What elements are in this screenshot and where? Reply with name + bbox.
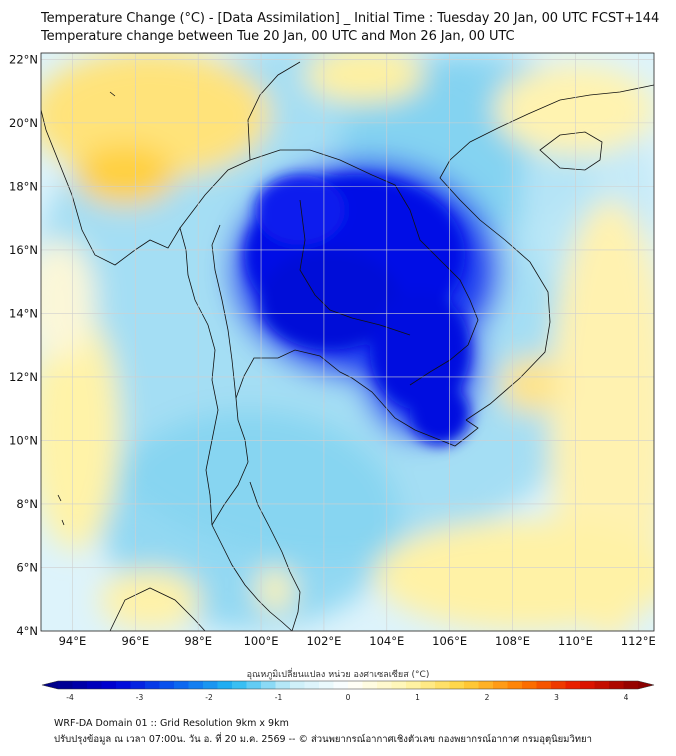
colorbar-segment <box>435 681 450 689</box>
colorbar-segment <box>232 681 247 689</box>
lon-label: 100°E <box>244 634 279 648</box>
inland-border-2 <box>211 224 237 399</box>
colorbar-segment <box>261 681 276 689</box>
footer-line1: WRF-DA Domain 01 :: Grid Resolution 9km … <box>54 718 289 729</box>
lat-label: 18°N <box>9 179 38 193</box>
lon-label: 104°E <box>369 634 404 648</box>
colorbar-segment <box>623 681 639 689</box>
colorbar-segment <box>464 681 479 689</box>
colorbar-segment <box>246 681 262 689</box>
lat-label: 14°N <box>9 306 38 320</box>
colorbar-segment <box>290 681 305 689</box>
lon-label: 112°E <box>621 634 656 648</box>
malay-east-coast <box>249 481 301 631</box>
temperature-field <box>41 53 654 631</box>
coastlines <box>41 61 654 631</box>
colorbar-segment <box>304 681 320 689</box>
colorbar-tick-label: 3 <box>554 693 559 702</box>
colorbar-segment <box>188 681 204 689</box>
colorbar-segment <box>406 681 421 689</box>
colorbar-tick-label: 1 <box>415 693 420 702</box>
colorbar-tick-label: -3 <box>136 693 144 702</box>
colorbar-segment <box>275 681 291 689</box>
inland-border-3 <box>299 199 411 336</box>
lat-label: 20°N <box>9 116 38 130</box>
colorbar-segment <box>478 681 494 689</box>
hainan-island <box>539 131 603 171</box>
colorbar-tick-label: 2 <box>485 693 490 702</box>
thailand-gulf <box>211 349 479 526</box>
colorbar-segment <box>493 681 508 689</box>
colorbar-tick-label: 0 <box>346 693 351 702</box>
colorbar-segment <box>536 681 552 689</box>
colorbar-tick-label: -4 <box>66 693 74 702</box>
lon-label: 108°E <box>495 634 530 648</box>
colorbar-segment <box>333 681 349 689</box>
colorbar-segment <box>203 681 218 689</box>
colorbar-outline <box>41 680 655 690</box>
borneo-coast <box>109 587 206 631</box>
colorbar-segment <box>116 681 131 689</box>
lon-label: 102°E <box>306 634 341 648</box>
colorbar-segment <box>159 681 175 689</box>
colorbar-segment <box>449 681 465 689</box>
inland-border-4 <box>247 61 301 161</box>
colorbar-min-arrow <box>42 681 58 689</box>
colorbar-segment <box>72 681 88 689</box>
malay-peninsula <box>211 524 293 631</box>
vietnam-coast <box>439 84 654 421</box>
lat-label: 12°N <box>9 370 38 384</box>
lon-label: 96°E <box>121 634 149 648</box>
latitude-labels: 22°N 20°N 18°N 16°N 14°N 12°N 10°N 8°N 6°N 4°N <box>9 52 38 638</box>
colorbar-segment <box>507 681 523 689</box>
colorbar-segment <box>609 681 624 689</box>
colorbar-segment <box>551 681 566 689</box>
chart-title-line2: Temperature change between Tue 20 Jan, 0… <box>41 29 515 44</box>
colorbar-segment <box>130 681 146 689</box>
lat-label: 8°N <box>16 497 38 511</box>
colorbar-segment <box>565 681 581 689</box>
colorbar-segment <box>145 681 160 689</box>
colorbar-segment <box>594 681 610 689</box>
myanmar-coast <box>41 109 219 526</box>
colorbar-segment <box>319 681 334 689</box>
lat-label: 10°N <box>9 433 38 447</box>
colorbar-segment <box>348 681 363 689</box>
lon-label: 110°E <box>558 634 593 648</box>
colorbar-title: อุณหภูมิเปลี่ยนแปลง หน่วย องศาเซลเซียส (… <box>246 670 430 680</box>
colorbar-segment <box>420 681 436 689</box>
footer-line2: ปรับปรุงข้อมูล ณ เวลา 07:00น. วัน อ. ที่… <box>54 734 592 745</box>
colorbar-tick-label: -2 <box>205 693 213 702</box>
longitude-labels: 94°E 96°E 98°E 100°E 102°E 104°E 106°E 108°E 110… <box>59 634 656 648</box>
colorbar-segment <box>174 681 189 689</box>
lat-label: 16°N <box>9 243 38 257</box>
lon-label: 98°E <box>184 634 212 648</box>
lon-label: 106°E <box>432 634 467 648</box>
colorbar-segment <box>101 681 117 689</box>
colorbar-segment <box>377 681 392 689</box>
map-frame <box>40 52 655 632</box>
colorbar-segment <box>217 681 233 689</box>
colorbar-tick-label: 4 <box>624 693 629 702</box>
colorbar-segment <box>87 681 102 689</box>
colorbar-segment <box>362 681 378 689</box>
colorbar-segment <box>522 681 537 689</box>
lon-label: 94°E <box>59 634 87 648</box>
colorbar: -4 -3 -2 -1 0 1 2 3 4 <box>41 680 655 702</box>
colorbar-tick-label: -1 <box>275 693 283 702</box>
colorbar-segment <box>580 681 595 689</box>
colorbar-max-arrow <box>638 681 654 689</box>
lat-label: 4°N <box>16 624 38 638</box>
islands-west <box>57 91 116 526</box>
chart-title-line1: Temperature Change (°C) - [Data Assimila… <box>41 11 660 26</box>
lat-label: 22°N <box>9 52 38 66</box>
colorbar-segment <box>58 681 73 689</box>
lat-label: 6°N <box>16 560 38 574</box>
colorbar-segment <box>391 681 407 689</box>
